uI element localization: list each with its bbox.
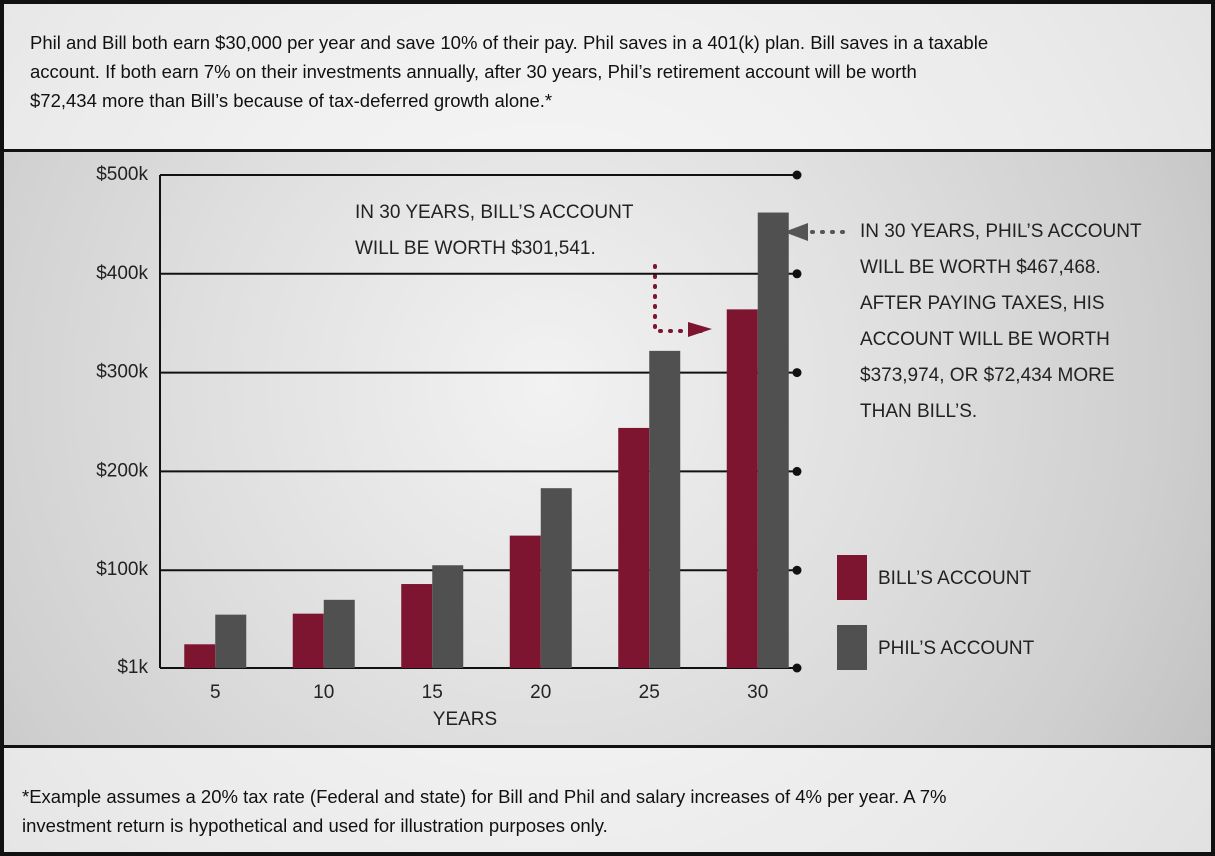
bar [618, 427, 650, 668]
y-tick-label: $200k [96, 460, 148, 481]
legend-label: PHIL’S ACCOUNT [878, 638, 1035, 659]
annotation: WILL BE WORTH $301,541. [355, 238, 596, 259]
footnote-line: investment return is hypothetical and us… [22, 815, 608, 836]
x-tick-label: 30 [747, 682, 768, 703]
bar [649, 350, 681, 668]
annotation: $373,974, OR $72,434 MORE [860, 365, 1115, 386]
x-tick-label: 5 [210, 682, 221, 703]
bar [726, 309, 758, 668]
bar [292, 613, 324, 668]
intro-line: Phil and Bill both earn $30,000 per year… [30, 32, 989, 53]
x-tick-label: 10 [313, 682, 334, 703]
bar [184, 644, 216, 668]
bar [509, 535, 541, 668]
y-tick-label: $1k [117, 657, 148, 678]
grid-dot [792, 565, 802, 575]
annotation: ACCOUNT WILL BE WORTH [860, 329, 1110, 350]
grid-dot [792, 466, 802, 476]
intro-line: account. If both earn 7% on their invest… [30, 61, 917, 82]
x-axis-label: YEARS [433, 709, 497, 730]
annotation: AFTER PAYING TAXES, HIS [860, 293, 1105, 314]
grid-dot [792, 269, 802, 279]
grid-dot [792, 368, 802, 378]
bill-arrowhead [688, 322, 712, 337]
bar [540, 488, 572, 668]
annotation: THAN BILL’S. [860, 401, 977, 422]
grid-dot [792, 663, 802, 673]
x-tick-label: 15 [422, 682, 443, 703]
bill-arrow [653, 264, 706, 333]
footnote-box: *Example assumes a 20% tax rate (Federal… [4, 745, 1211, 852]
annotation: IN 30 YEARS, BILL’S ACCOUNT [355, 202, 634, 223]
y-tick-label: $300k [96, 362, 148, 383]
grid-dot [792, 170, 802, 180]
chart: $1k $100k $200k $300k $400k $500k 5 10 15 20 25 30 Y… [96, 164, 1142, 730]
legend-swatch [837, 625, 867, 670]
phil-arrowhead [784, 223, 808, 241]
legend-label: BILL’S ACCOUNT [878, 568, 1031, 589]
bar [757, 212, 789, 668]
bar [215, 614, 247, 668]
y-tick-label: $100k [96, 559, 148, 580]
x-tick-label: 25 [639, 682, 660, 703]
bar [432, 565, 464, 668]
y-tick-label: $500k [96, 164, 148, 185]
y-tick-label: $400k [96, 263, 148, 284]
legend-swatch [837, 555, 867, 600]
intro-box: Phil and Bill both earn $30,000 per year… [4, 4, 1211, 152]
intro-line: $72,434 more than Bill’s because of tax-… [30, 90, 553, 111]
footnote-line: *Example assumes a 20% tax rate (Federal… [22, 786, 947, 807]
bar [401, 584, 433, 668]
annotation: IN 30 YEARS, PHIL’S ACCOUNT [860, 221, 1142, 242]
bar [323, 599, 355, 668]
x-tick-label: 20 [530, 682, 551, 703]
annotation: WILL BE WORTH $467,468. [860, 257, 1101, 278]
